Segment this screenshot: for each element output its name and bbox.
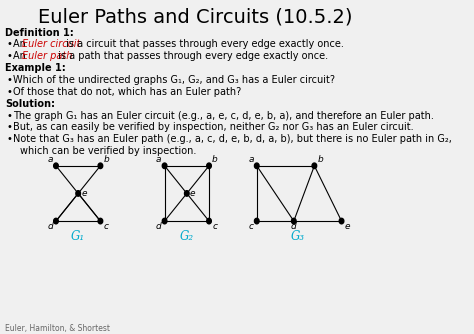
Text: b: b — [103, 155, 109, 164]
Text: is a circuit that passes through every edge exactly once.: is a circuit that passes through every e… — [63, 39, 344, 49]
Text: Note that G₃ has an Euler path (e.g., a, c, d, e, b, d, a, b), but there is no E: Note that G₃ has an Euler path (e.g., a,… — [13, 134, 452, 144]
Text: e: e — [345, 222, 350, 231]
Text: •: • — [7, 87, 12, 97]
Text: d: d — [156, 222, 162, 231]
Text: d: d — [47, 222, 53, 231]
Text: G₂: G₂ — [180, 230, 194, 243]
Text: But, as can easily be verified by inspection, neither G₂ nor G₃ has an Euler cir: But, as can easily be verified by inspec… — [13, 122, 414, 132]
Text: An: An — [13, 39, 29, 49]
Circle shape — [255, 163, 259, 169]
Text: e: e — [81, 189, 87, 198]
Circle shape — [98, 218, 103, 224]
Text: The graph G₁ has an Euler circuit (e.g., a, e, c, d, e, b, a), and therefore an : The graph G₁ has an Euler circuit (e.g.,… — [13, 111, 434, 121]
Circle shape — [76, 191, 81, 196]
Text: c: c — [104, 222, 109, 231]
Circle shape — [255, 218, 259, 224]
Circle shape — [54, 163, 58, 169]
Text: b: b — [212, 155, 218, 164]
Circle shape — [292, 218, 296, 224]
Text: •: • — [7, 51, 12, 61]
Text: a: a — [47, 155, 53, 164]
Text: c: c — [212, 222, 217, 231]
Text: which can be verified by inspection.: which can be verified by inspection. — [20, 146, 196, 156]
Text: d: d — [291, 222, 297, 231]
Text: Euler Paths and Circuits (10.5.2): Euler Paths and Circuits (10.5.2) — [38, 8, 352, 27]
Text: b: b — [317, 155, 323, 164]
Text: Of those that do not, which has an Euler path?: Of those that do not, which has an Euler… — [13, 87, 241, 97]
Text: c: c — [248, 222, 254, 231]
Text: An: An — [13, 51, 29, 61]
Circle shape — [207, 163, 211, 169]
Text: •: • — [7, 134, 12, 144]
Circle shape — [339, 218, 344, 224]
Text: is a path that passes through every edge exactly once.: is a path that passes through every edge… — [55, 51, 328, 61]
Text: Euler circuit: Euler circuit — [22, 39, 81, 49]
Text: Example 1:: Example 1: — [5, 63, 66, 73]
Circle shape — [162, 218, 167, 224]
Text: e: e — [190, 189, 195, 198]
Circle shape — [312, 163, 317, 169]
Text: Euler, Hamilton, & Shortest: Euler, Hamilton, & Shortest — [5, 324, 110, 333]
Text: G₃: G₃ — [291, 230, 305, 243]
Circle shape — [98, 163, 103, 169]
Text: •: • — [7, 75, 12, 85]
Text: •: • — [7, 111, 12, 121]
Text: Which of the undirected graphs G₁, G₂, and G₃ has a Euler circuit?: Which of the undirected graphs G₁, G₂, a… — [13, 75, 335, 85]
Text: •: • — [7, 39, 12, 49]
Text: Definition 1:: Definition 1: — [5, 28, 73, 38]
Text: Solution:: Solution: — [5, 99, 55, 109]
Text: a: a — [248, 155, 254, 164]
Circle shape — [162, 163, 167, 169]
Text: •: • — [7, 122, 12, 132]
Text: Euler path: Euler path — [22, 51, 73, 61]
Circle shape — [207, 218, 211, 224]
Circle shape — [184, 191, 189, 196]
Circle shape — [54, 218, 58, 224]
Text: G₁: G₁ — [71, 230, 85, 243]
Text: a: a — [156, 155, 162, 164]
